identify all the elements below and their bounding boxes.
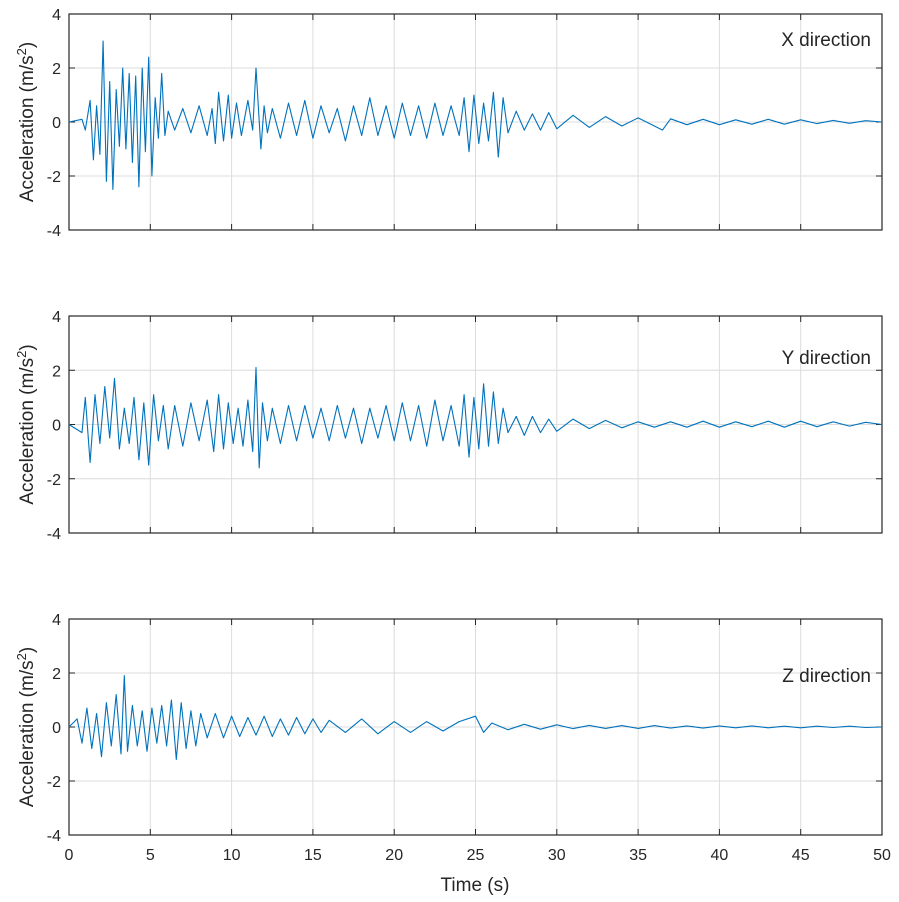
x-tick-label: 5 — [146, 847, 155, 864]
y-axis-label: Acceleration (m/s2) — [14, 647, 39, 807]
x-axis-label: Time (s) — [441, 875, 510, 896]
y-tick-label: 2 — [52, 666, 61, 683]
x-tick-label: 40 — [711, 847, 729, 864]
y-tick-label: -2 — [47, 169, 61, 186]
y-tick-label: 4 — [52, 612, 61, 629]
y-tick-label: 4 — [52, 7, 61, 24]
y-tick-label: 2 — [52, 363, 61, 380]
acceleration-line-y — [68, 366, 883, 469]
panel-y: -4 -2 0 2 4 Y direction Acceleration (m/s2) — [14, 309, 883, 543]
acceleration-line-x — [68, 40, 883, 191]
y-tick-label: -2 — [47, 774, 61, 791]
y-axis-label: Acceleration (m/s2) — [14, 344, 39, 504]
x-tick-label: 10 — [223, 847, 241, 864]
y-tick-label: 0 — [52, 418, 61, 435]
tick-labels: -4 -2 0 2 4 — [47, 7, 883, 240]
x-tick-label: 25 — [467, 847, 485, 864]
y-tick-label: 4 — [52, 309, 61, 326]
y-tick-label: -4 — [47, 526, 61, 543]
x-tick-label: 35 — [629, 847, 647, 864]
tick-labels: -4 -2 0 2 4 — [47, 309, 883, 543]
panel-title-z: Z direction — [782, 666, 871, 687]
acceleration-line-z — [68, 675, 883, 760]
x-tick-label: 0 — [65, 847, 74, 864]
y-tick-label: 0 — [52, 115, 61, 132]
y-tick-label: 0 — [52, 720, 61, 737]
y-tick-label: 2 — [52, 61, 61, 78]
panel-title-x: X direction — [781, 30, 871, 51]
x-tick-label: 30 — [548, 847, 566, 864]
x-tick-label: 20 — [385, 847, 403, 864]
panel-title-y: Y direction — [782, 348, 871, 369]
y-tick-label: -2 — [47, 472, 61, 489]
panel-x: -4 -2 0 2 4 X direction Acceleration (m/s2) — [14, 7, 883, 240]
y-axis-label: Acceleration (m/s2) — [14, 42, 39, 202]
x-tick-label: 45 — [792, 847, 810, 864]
x-tick-label: 50 — [873, 847, 891, 864]
y-tick-label: -4 — [47, 828, 61, 845]
x-tick-label: 15 — [304, 847, 322, 864]
y-tick-label: -4 — [47, 223, 61, 240]
